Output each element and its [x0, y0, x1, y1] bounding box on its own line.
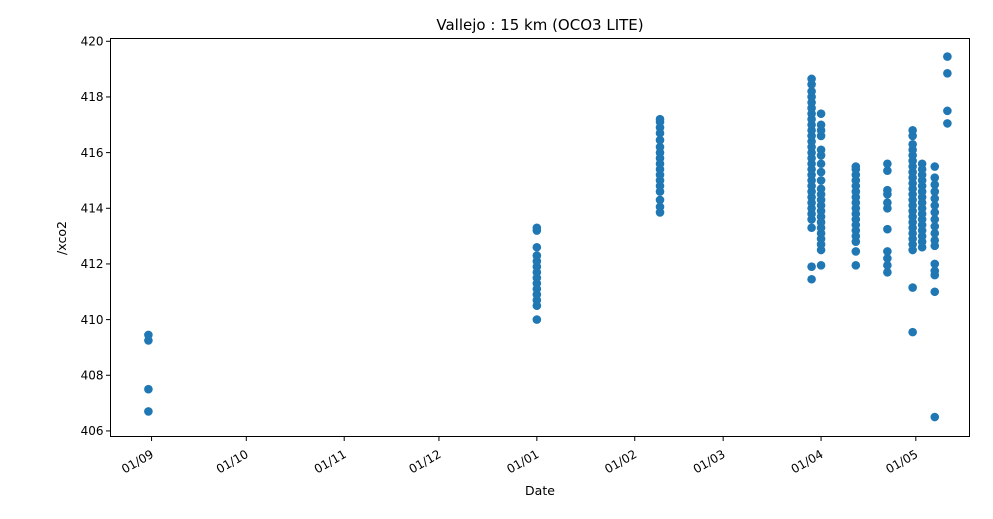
- data-point: [816, 159, 826, 169]
- data-point: [144, 384, 153, 394]
- y-tick-label: 418: [81, 90, 104, 104]
- data-point: [532, 242, 542, 252]
- data-point: [655, 142, 665, 152]
- data-point: [532, 223, 542, 233]
- data-point: [930, 208, 940, 217]
- data-point: [943, 52, 952, 61]
- x-axis: 01/09 01/10 01/11 01/12 01/01 01/02 01/03 01/04…: [119, 436, 920, 476]
- data-point: [883, 185, 892, 195]
- data-point: [807, 223, 816, 233]
- data-point: [851, 247, 861, 256]
- data-point: [807, 274, 816, 284]
- data-point: [943, 106, 952, 116]
- x-tick-label: 01/12: [406, 447, 443, 476]
- y-tick-label: 412: [81, 257, 104, 271]
- data-point: [816, 167, 826, 177]
- data-point: [930, 173, 940, 182]
- data-point: [532, 251, 542, 260]
- plot-frame: [110, 38, 970, 437]
- data-point: [908, 327, 917, 337]
- data-point: [816, 184, 826, 194]
- x-tick-label: 01/04: [789, 447, 826, 476]
- data-point: [655, 195, 665, 205]
- data-point: [807, 87, 816, 96]
- x-tick-label: 01/11: [312, 447, 349, 476]
- data-point: [883, 254, 892, 263]
- data-point: [943, 68, 952, 78]
- data-point: [943, 119, 952, 128]
- data-point: [930, 235, 940, 245]
- data-point: [883, 247, 892, 256]
- data-point: [655, 114, 665, 124]
- y-axis-label: /xco2: [54, 221, 69, 255]
- data-point: [655, 135, 665, 145]
- y-tick-label: 410: [81, 313, 104, 327]
- data-point: [930, 222, 940, 231]
- data-point: [930, 180, 940, 189]
- data-point: [851, 162, 861, 171]
- y-tick-label: 414: [81, 202, 104, 216]
- data-point: [807, 74, 816, 84]
- data-point: [851, 261, 861, 270]
- y-axis: 406 408 410 412 414 416 418 420: [81, 35, 111, 438]
- data-point: [144, 407, 153, 416]
- data-point: [883, 224, 892, 234]
- data-point: [883, 159, 892, 169]
- data-point: [930, 162, 940, 171]
- data-points: [144, 52, 952, 422]
- x-tick-label: 01/05: [883, 447, 920, 476]
- data-point: [930, 194, 940, 203]
- data-point: [930, 412, 940, 422]
- data-point: [917, 159, 927, 169]
- data-point: [930, 287, 940, 297]
- x-axis-label: Date: [525, 483, 555, 498]
- x-tick-label: 01/09: [119, 447, 156, 476]
- y-tick-label: 408: [81, 369, 104, 383]
- data-point: [144, 330, 153, 340]
- data-point: [908, 283, 917, 292]
- x-tick-label: 01/10: [214, 447, 251, 476]
- data-point: [816, 145, 826, 155]
- x-tick-label: 01/01: [504, 447, 541, 476]
- data-point: [908, 139, 917, 149]
- data-point: [930, 259, 940, 269]
- data-point: [532, 315, 542, 324]
- data-point: [816, 176, 826, 185]
- y-tick-label: 406: [81, 424, 104, 438]
- data-point: [930, 215, 940, 224]
- data-point: [655, 202, 665, 212]
- data-point: [816, 109, 826, 118]
- data-point: [816, 261, 826, 270]
- data-point: [883, 166, 892, 175]
- chart-title: Vallejo : 15 km (OCO3 LITE): [436, 16, 643, 34]
- data-point: [930, 201, 940, 210]
- data-point: [930, 187, 940, 196]
- data-point: [807, 262, 816, 272]
- x-tick-label: 01/03: [691, 447, 728, 476]
- x-tick-label: 01/02: [602, 447, 639, 476]
- data-point: [883, 267, 892, 277]
- data-point: [930, 266, 940, 276]
- data-point: [883, 261, 892, 270]
- y-tick-label: 416: [81, 146, 104, 160]
- y-tick-label: 420: [81, 35, 104, 49]
- data-point: [883, 198, 892, 208]
- data-point: [930, 229, 940, 238]
- data-point: [908, 126, 917, 135]
- data-point: [816, 120, 826, 130]
